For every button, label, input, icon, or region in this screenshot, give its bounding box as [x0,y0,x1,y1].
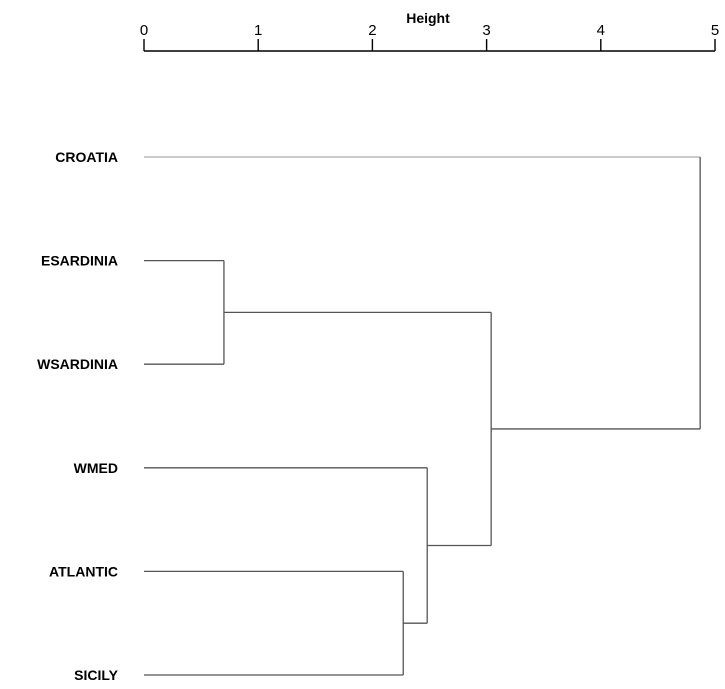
leaf-label: CROATIA [55,149,118,165]
tick-label: 5 [711,22,719,39]
dendrogram-branches [144,156,701,676]
leaf-label: ESARDINIA [41,253,118,269]
leaf-labels: CROATIA ESARDINIA WSARDINIA WMED ATLANTIC SIC… [37,149,119,683]
leaf-label: SICILY [74,667,118,683]
leaf-label: WSARDINIA [37,356,118,372]
axis-title: Height [406,10,450,26]
leaf-label: ATLANTIC [49,563,118,579]
tick-label: 4 [597,22,605,39]
tick-label: 2 [368,22,376,39]
height-axis: 0 1 2 3 4 5 [140,22,719,52]
tick-label: 0 [140,22,148,39]
tick-label: 1 [254,22,262,39]
leaf-label: WMED [74,460,118,476]
tick-label: 3 [482,22,490,39]
